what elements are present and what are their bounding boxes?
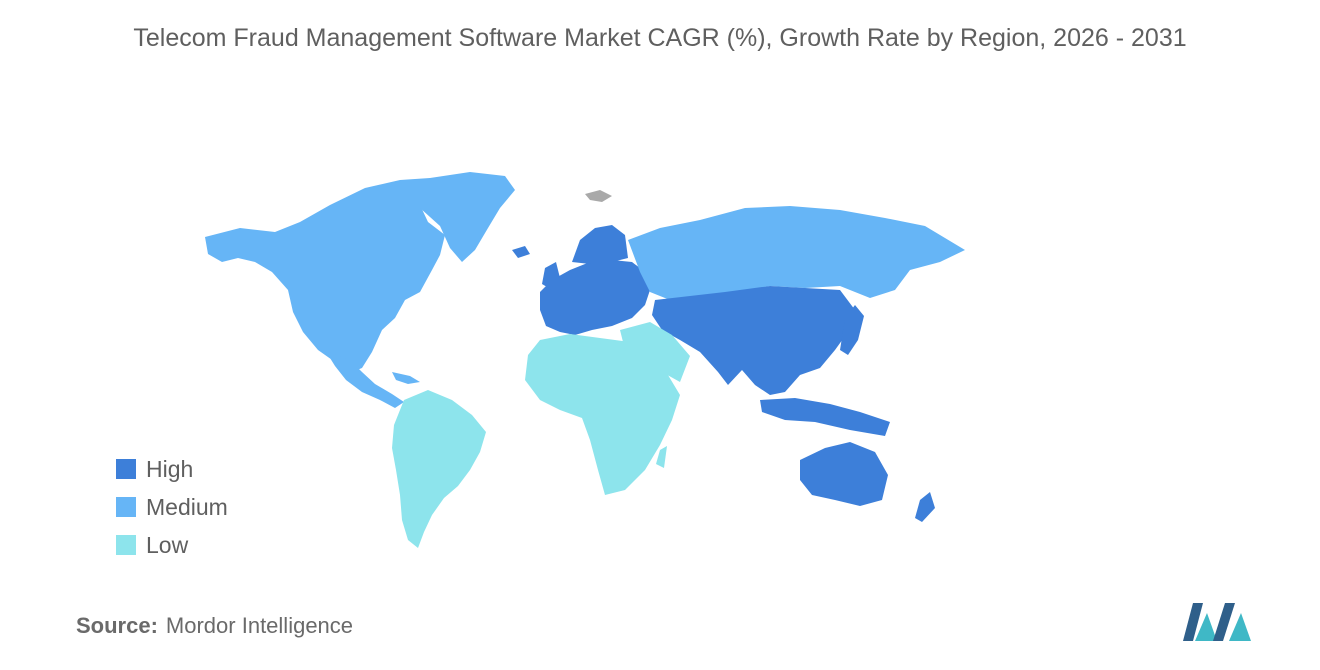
- greenland[interactable]: [402, 172, 515, 262]
- region-europe[interactable]: [512, 225, 650, 335]
- uk-ireland[interactable]: [542, 262, 560, 290]
- legend-item-high: High: [116, 450, 228, 488]
- svalbard-no-data: [585, 190, 612, 202]
- legend-swatch-low: [116, 535, 136, 555]
- south-america[interactable]: [392, 390, 486, 548]
- japan[interactable]: [840, 305, 864, 355]
- legend-item-low: Low: [116, 526, 228, 564]
- region-middle-east-africa[interactable]: [525, 322, 690, 495]
- source-note: Source: Mordor Intelligence: [76, 613, 353, 639]
- southeast-asia-islands[interactable]: [760, 398, 890, 436]
- africa[interactable]: [525, 334, 680, 495]
- scandinavia[interactable]: [572, 225, 628, 264]
- legend-label-medium: Medium: [146, 493, 228, 520]
- caribbean[interactable]: [392, 372, 420, 384]
- region-asia-pacific[interactable]: [652, 286, 935, 522]
- asia[interactable]: [652, 286, 855, 395]
- mexico-central-america[interactable]: [325, 350, 404, 408]
- legend-swatch-medium: [116, 497, 136, 517]
- legend: High Medium Low: [116, 450, 228, 564]
- australia[interactable]: [800, 442, 888, 506]
- legend-label-high: High: [146, 455, 194, 482]
- russia[interactable]: [628, 206, 965, 300]
- madagascar[interactable]: [656, 446, 667, 468]
- region-russia[interactable]: [628, 206, 965, 300]
- chart-title: Telecom Fraud Management Software Market…: [133, 24, 1187, 52]
- region-south-america[interactable]: [392, 390, 486, 548]
- source-label: Source:: [76, 613, 158, 638]
- legend-swatch-high: [116, 459, 136, 479]
- middle-east[interactable]: [620, 322, 690, 382]
- iceland[interactable]: [512, 246, 530, 258]
- europe-mainland[interactable]: [540, 260, 650, 335]
- legend-label-low: Low: [146, 531, 189, 558]
- mordor-intelligence-logo-icon: [1183, 603, 1251, 641]
- new-zealand[interactable]: [915, 492, 935, 522]
- legend-item-medium: Medium: [116, 488, 228, 526]
- region-north-america[interactable]: [205, 172, 515, 408]
- source-value: Mordor Intelligence: [165, 613, 354, 638]
- alaska-canada-usa[interactable]: [205, 178, 448, 372]
